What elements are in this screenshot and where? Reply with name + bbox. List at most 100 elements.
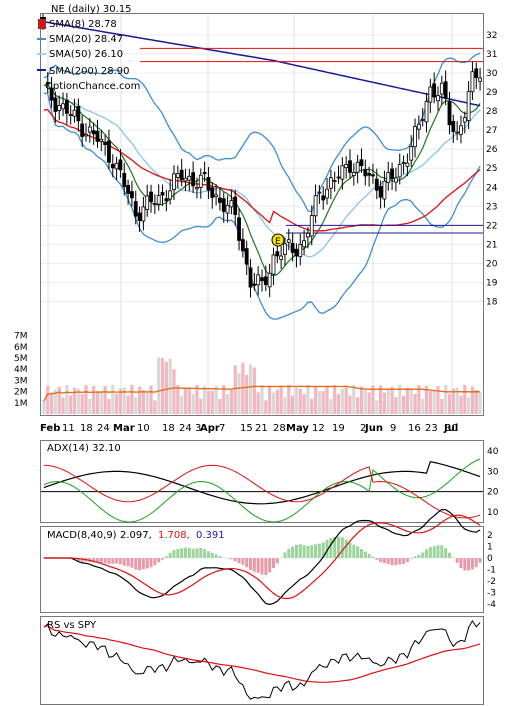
candle-body — [328, 177, 333, 189]
candle-body — [80, 123, 85, 137]
candle-body — [263, 276, 268, 286]
candle-body — [413, 126, 417, 148]
candle-body — [45, 82, 50, 85]
macd-histogram-bar — [444, 548, 448, 559]
macd-title: MACD(8,40,9) 2.097, 1.708, 0.391 — [47, 530, 225, 541]
macd-histogram-bar — [130, 558, 134, 568]
candle-body — [244, 248, 249, 265]
macd-histogram-bar — [287, 548, 291, 559]
candle-body — [168, 190, 173, 200]
macd-histogram-bar — [421, 552, 425, 559]
macd-histogram-bar — [398, 558, 402, 565]
macd-histogram-bar — [417, 554, 421, 559]
grid — [41, 14, 483, 493]
macd-histogram-bar — [80, 558, 84, 562]
macd-signal-line — [43, 514, 481, 600]
candle-body — [348, 160, 352, 173]
macd-histogram-bar — [451, 557, 455, 559]
volume-bar — [313, 385, 318, 414]
candle-body — [206, 177, 211, 191]
price-series — [43, 20, 483, 320]
volume-bar — [107, 398, 111, 414]
volume-bar — [375, 400, 379, 414]
volume-bar — [463, 384, 467, 414]
volume-bar — [137, 386, 142, 414]
candle-body — [64, 99, 69, 114]
volume-bar — [164, 361, 168, 414]
rs-average-line — [43, 624, 481, 683]
candle-body — [210, 187, 215, 198]
macd-histogram-bar — [333, 536, 337, 559]
macd-tick-label: 0 — [487, 554, 493, 564]
macd-histogram-bar — [379, 558, 383, 563]
candle-body — [152, 203, 157, 206]
macd-histogram-bar — [199, 547, 203, 559]
macd-histogram-bar — [409, 558, 413, 559]
candle-body — [397, 164, 402, 178]
day-label: 3 — [195, 423, 201, 434]
candle-body — [279, 255, 284, 260]
day-label: 18 — [162, 423, 175, 434]
adx-tick-label: 10 — [487, 508, 499, 518]
macd-histogram-bar — [394, 558, 398, 566]
macd-histogram-bar — [348, 542, 352, 559]
macd-histogram-bar — [126, 558, 130, 567]
macd-histogram-bar — [306, 545, 310, 559]
volume-bar — [340, 388, 344, 414]
volume-bar — [417, 385, 421, 414]
candle-body — [57, 105, 62, 111]
volume-bar — [157, 357, 161, 414]
macd-histogram-bar — [298, 544, 302, 559]
day-label: 9 — [390, 423, 396, 434]
price-tick-label: 22 — [486, 221, 497, 231]
candle-body — [110, 163, 115, 169]
candle-body — [248, 267, 253, 288]
volume-bar — [279, 386, 283, 414]
macd-histogram-bar — [111, 558, 115, 564]
volume-bar — [141, 389, 145, 414]
volume-bar — [260, 385, 264, 414]
volume-bar — [233, 365, 237, 414]
legend-sma50: SMA(50) 26.10 — [49, 49, 123, 60]
candle-body — [72, 109, 77, 117]
volume-bar — [306, 385, 310, 414]
volume-bar — [379, 385, 383, 414]
month-label: Jun — [364, 423, 383, 434]
volume-bar — [115, 393, 119, 414]
day-label: 23 — [425, 423, 438, 434]
month-label: Jul — [443, 423, 458, 434]
volume-bar — [344, 387, 348, 414]
volume-bar — [447, 394, 452, 414]
volume-bar — [291, 395, 295, 414]
macd-value: 2.097, — [120, 530, 152, 541]
price-tick-label: 19 — [486, 278, 498, 288]
volume-bar — [371, 385, 375, 414]
candle-body — [271, 254, 276, 275]
candle-body — [374, 178, 379, 191]
volume-bar — [42, 400, 46, 414]
volume-bar — [191, 393, 195, 414]
volume-bar — [444, 385, 448, 414]
macd-histogram-bar — [478, 558, 482, 563]
candle-body — [332, 180, 337, 182]
macd-histogram-bar — [115, 558, 119, 564]
volume-bar — [126, 395, 130, 414]
volume-bar — [92, 385, 96, 414]
macd-histogram-bar — [233, 558, 237, 562]
sma50-line — [43, 108, 481, 232]
macd-histogram-bar — [337, 536, 341, 559]
macd-histogram-bar — [402, 558, 406, 564]
candle-body — [114, 162, 119, 170]
candle-body — [420, 119, 425, 121]
legend: NE (daily) 30.15 SMA(8) 28.78 SMA(20) 28… — [37, 4, 140, 92]
volume-bar — [359, 386, 364, 414]
macd-histogram-bar — [222, 557, 226, 559]
macd-histogram-bar — [122, 558, 126, 566]
plus-di-line — [43, 458, 481, 523]
macd-histogram-bar — [314, 544, 318, 559]
candle-body — [436, 95, 440, 102]
macd-histogram-bar — [153, 558, 157, 566]
candle-body — [164, 198, 169, 202]
macd-histogram-bar — [294, 544, 298, 559]
volume-tick-label: 3M — [14, 376, 28, 386]
